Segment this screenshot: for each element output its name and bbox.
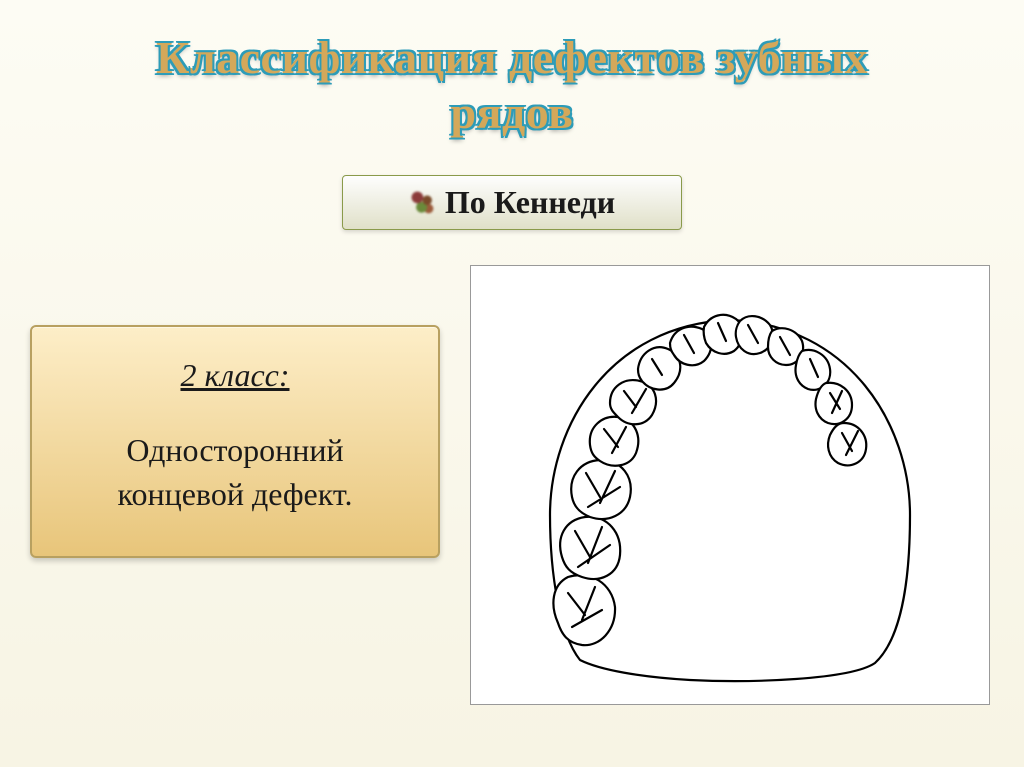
title-line-1: Классификация дефектов зубных	[156, 32, 868, 83]
class-description: Односторонний концевой дефект.	[52, 429, 418, 515]
class-heading: 2 класс:	[52, 357, 418, 394]
subtitle-box: По Кеннеди	[342, 175, 682, 230]
dental-arch-diagram	[470, 265, 990, 705]
slide-title: Классификация дефектов зубных рядов	[0, 0, 1024, 140]
dental-arch-svg	[490, 275, 970, 695]
title-line-2: рядов	[451, 87, 574, 138]
class-desc-line-2: концевой дефект.	[118, 476, 353, 512]
content-row: 2 класс: Односторонний концевой дефект.	[0, 265, 1024, 705]
subtitle-text: По Кеннеди	[445, 184, 615, 221]
bullet-icon	[409, 189, 437, 217]
class-description-box: 2 класс: Односторонний концевой дефект.	[30, 325, 440, 557]
class-desc-line-1: Односторонний	[126, 432, 343, 468]
